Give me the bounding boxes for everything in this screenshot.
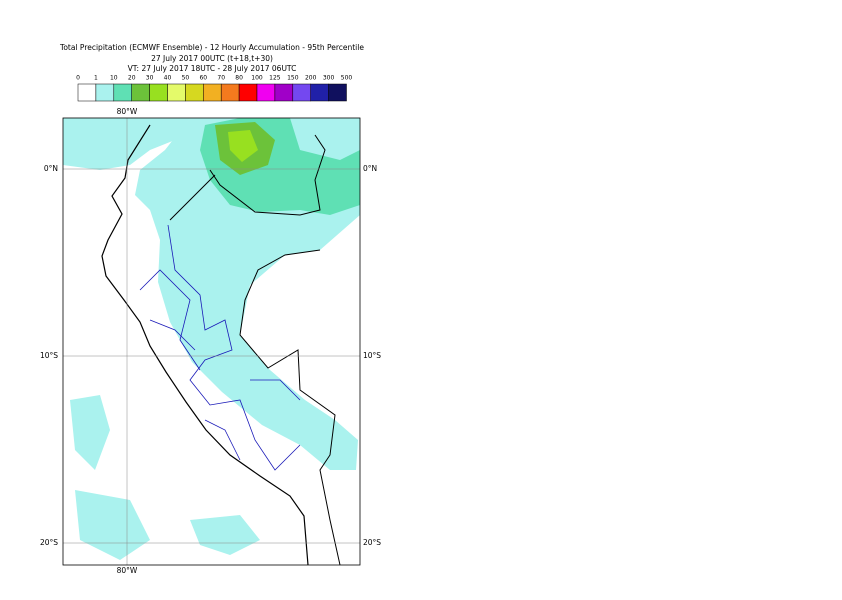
legend-swatch (310, 83, 329, 102)
legend-swatch (113, 83, 132, 102)
legend-swatch (131, 83, 150, 102)
legend-label: 1 (94, 75, 98, 82)
lat-label: 20°S (363, 538, 381, 547)
run-time: 27 July 2017 00UTC (t+18,t+30) (151, 54, 273, 63)
legend-label: 60 (199, 75, 207, 82)
map-frame (62, 117, 361, 566)
lat-label: 0°N (363, 164, 377, 173)
legend-label: 500 (341, 75, 353, 82)
legend-label: 150 (287, 75, 299, 82)
legend-label: 100 (251, 75, 263, 82)
legend-swatch (167, 83, 186, 102)
legend-swatch (292, 83, 311, 102)
legend-swatch (238, 83, 258, 102)
region-border (139, 224, 301, 471)
legend-label: 70 (217, 75, 225, 82)
legend-label: 200 (305, 75, 317, 82)
valid-time: VT: 27 July 2017 18UTC - 28 July 2017 06… (128, 64, 297, 73)
legend-swatch (95, 83, 115, 102)
map: 80°W 80°W 0°N 0°N 10°S 10°S 20°S 20°S (40, 107, 381, 575)
legend-swatch (185, 83, 204, 102)
legend-label: 80 (235, 75, 243, 82)
legend-label: 0 (76, 75, 80, 82)
precip-area (70, 395, 260, 560)
legend-label: 30 (146, 75, 154, 82)
legend-swatch (256, 83, 276, 102)
legend-swatch (274, 83, 294, 102)
lat-label: 0°N (44, 164, 58, 173)
coastline (101, 124, 309, 565)
precip-area (228, 130, 258, 162)
legend-swatch (220, 83, 240, 102)
precip-area (63, 118, 190, 170)
legend-label: 50 (182, 75, 190, 82)
lon-label: 80°W (117, 107, 138, 116)
lat-label: 10°S (40, 351, 58, 360)
lat-label: 20°S (40, 538, 58, 547)
legend: 0 1 10 20 30 40 50 60 70 80 100 125 150 200 300 500 (76, 75, 352, 102)
legend-label: 300 (323, 75, 335, 82)
lon-label: 80°W (117, 566, 138, 575)
lat-label: 10°S (363, 351, 381, 360)
legend-swatch (149, 83, 168, 102)
legend-swatch (203, 83, 222, 102)
legend-swatch (328, 83, 347, 102)
legend-label: 20 (128, 75, 136, 82)
legend-swatch (77, 83, 97, 102)
title: Total Precipitation (ECMWF Ensemble) - 1… (59, 43, 364, 52)
border (169, 134, 341, 565)
legend-label: 40 (164, 75, 172, 82)
legend-label: 125 (269, 75, 281, 82)
legend-label: 10 (110, 75, 118, 82)
